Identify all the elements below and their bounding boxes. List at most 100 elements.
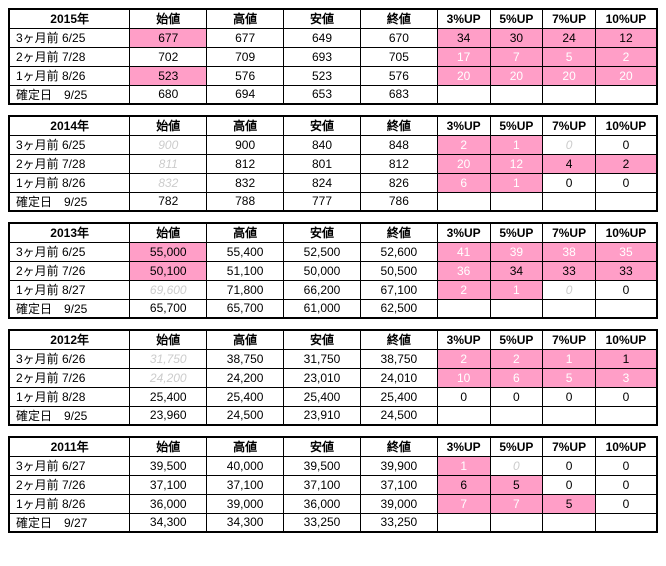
high-cell: 694	[207, 85, 284, 104]
value-cell: 0	[490, 456, 543, 475]
low-cell: 777	[284, 192, 361, 211]
high-cell: 25,400	[207, 387, 284, 406]
row-label: 確定日 9/25	[9, 85, 130, 104]
row-label: 2ヶ月前 7/26	[9, 368, 130, 387]
value-cell: 1	[490, 280, 543, 299]
value-cell: 35	[595, 242, 657, 261]
row-label: 1ヶ月前 8/26	[9, 173, 130, 192]
value-cell: 24,200	[130, 368, 207, 387]
close-cell: 62,500	[360, 299, 437, 318]
year-table: 2014年始値高値安値終値3%UP5%UP7%UP10%UP3ヶ月前 6/259…	[8, 115, 658, 212]
high-cell: 37,100	[207, 475, 284, 494]
value-cell: 5	[543, 494, 596, 513]
value-cell: 1	[437, 456, 490, 475]
value-cell: 6	[437, 173, 490, 192]
value-cell: 1	[595, 349, 657, 368]
high-cell: 71,800	[207, 280, 284, 299]
value-cell: 38	[543, 242, 596, 261]
close-cell: 25,400	[360, 387, 437, 406]
value-cell: 31,750	[130, 349, 207, 368]
close-cell: 52,600	[360, 242, 437, 261]
value-cell: 2	[490, 349, 543, 368]
high-cell: 677	[207, 28, 284, 47]
close-cell: 812	[360, 154, 437, 173]
row-label: 3ヶ月前 6/26	[9, 349, 130, 368]
value-cell: 677	[130, 28, 207, 47]
value-cell: 0	[595, 475, 657, 494]
value-cell: 4	[543, 154, 596, 173]
value-cell: 50,100	[130, 261, 207, 280]
value-cell: 20	[595, 66, 657, 85]
close-cell: 39,000	[360, 494, 437, 513]
value-cell: 41	[437, 242, 490, 261]
value-cell: 5	[490, 475, 543, 494]
row-label: 3ヶ月前 6/25	[9, 135, 130, 154]
value-cell: 2	[437, 280, 490, 299]
low-cell: 23,910	[284, 406, 361, 425]
row-label: 1ヶ月前 8/26	[9, 66, 130, 85]
low-cell: 801	[284, 154, 361, 173]
low-cell: 693	[284, 47, 361, 66]
value-cell: 523	[130, 66, 207, 85]
value-cell: 0	[595, 280, 657, 299]
value-cell: 55,000	[130, 242, 207, 261]
value-cell: 34,300	[130, 513, 207, 532]
value-cell: 30	[490, 28, 543, 47]
value-cell: 5	[543, 47, 596, 66]
row-label: 1ヶ月前 8/26	[9, 494, 130, 513]
low-cell: 33,250	[284, 513, 361, 532]
value-cell: 36,000	[130, 494, 207, 513]
row-label: 確定日 9/25	[9, 406, 130, 425]
value-cell: 832	[130, 173, 207, 192]
data-row: 3ヶ月前 6/259009008408482100	[9, 135, 657, 154]
value-cell: 65,700	[130, 299, 207, 318]
close-cell: 33,250	[360, 513, 437, 532]
high-cell: 40,000	[207, 456, 284, 475]
value-cell: 7	[437, 494, 490, 513]
value-cell: 0	[595, 135, 657, 154]
low-cell: 37,100	[284, 475, 361, 494]
data-row: 1ヶ月前 8/2769,60071,80066,20067,1002100	[9, 280, 657, 299]
value-cell: 2	[595, 47, 657, 66]
low-cell: 523	[284, 66, 361, 85]
header-row: 2015年始値高値安値終値3%UP5%UP7%UP10%UP	[9, 9, 657, 28]
close-cell: 39,900	[360, 456, 437, 475]
value-cell: 10	[437, 368, 490, 387]
value-cell: 0	[543, 280, 596, 299]
row-label: 3ヶ月前 6/25	[9, 242, 130, 261]
low-cell: 36,000	[284, 494, 361, 513]
high-cell: 55,400	[207, 242, 284, 261]
value-cell: 0	[543, 135, 596, 154]
row-label: 2ヶ月前 7/28	[9, 47, 130, 66]
row-label: 3ヶ月前 6/25	[9, 28, 130, 47]
year-table: 2011年始値高値安値終値3%UP5%UP7%UP10%UP3ヶ月前 6/273…	[8, 436, 658, 533]
value-cell: 6	[490, 368, 543, 387]
data-row: 2ヶ月前 7/2637,10037,10037,10037,1006500	[9, 475, 657, 494]
row-label: 確定日 9/27	[9, 513, 130, 532]
value-cell: 37,100	[130, 475, 207, 494]
low-cell: 66,200	[284, 280, 361, 299]
close-cell: 24,500	[360, 406, 437, 425]
value-cell: 34	[490, 261, 543, 280]
year-header: 2011年	[9, 437, 130, 456]
close-cell: 24,010	[360, 368, 437, 387]
value-cell: 3	[595, 368, 657, 387]
value-cell: 7	[490, 494, 543, 513]
value-cell: 7	[490, 47, 543, 66]
high-cell: 812	[207, 154, 284, 173]
value-cell: 900	[130, 135, 207, 154]
value-cell: 39	[490, 242, 543, 261]
low-cell: 61,000	[284, 299, 361, 318]
low-cell: 840	[284, 135, 361, 154]
value-cell: 0	[490, 387, 543, 406]
low-cell: 653	[284, 85, 361, 104]
year-header: 2015年	[9, 9, 130, 28]
data-row: 2ヶ月前 7/28811812801812201242	[9, 154, 657, 173]
year-header: 2014年	[9, 116, 130, 135]
close-cell: 670	[360, 28, 437, 47]
header-row: 2014年始値高値安値終値3%UP5%UP7%UP10%UP	[9, 116, 657, 135]
low-cell: 25,400	[284, 387, 361, 406]
data-row: 確定日 9/25782788777786	[9, 192, 657, 211]
high-cell: 38,750	[207, 349, 284, 368]
value-cell: 20	[437, 66, 490, 85]
